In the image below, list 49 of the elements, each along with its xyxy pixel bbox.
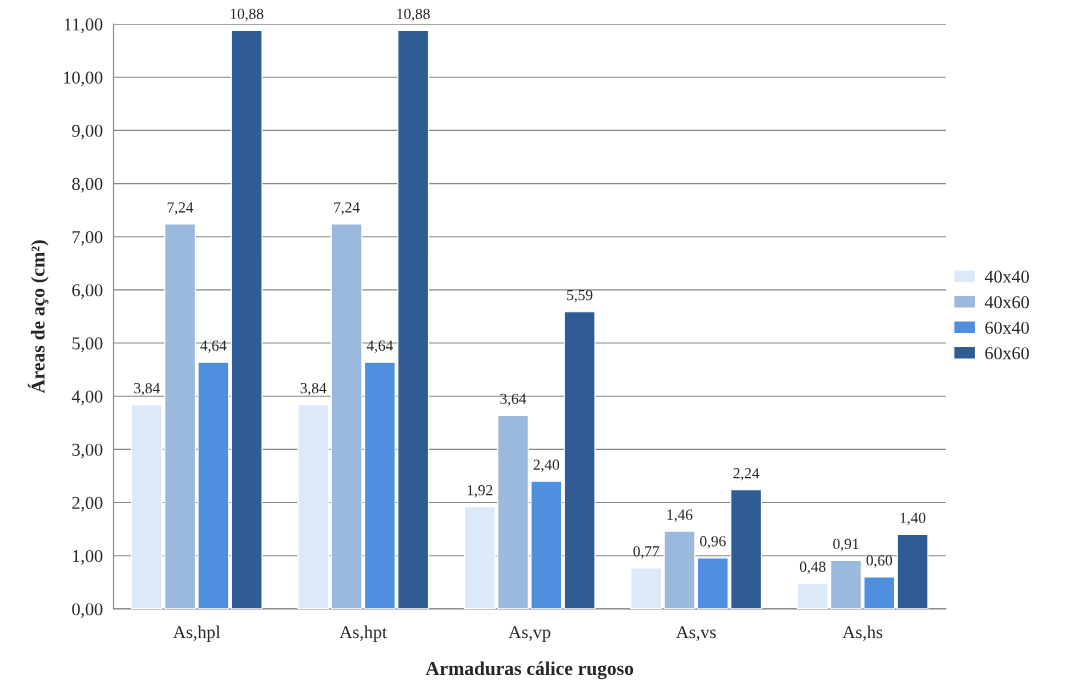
data-label: 4,64 — [366, 340, 393, 353]
data-label: 3,84 — [300, 382, 327, 396]
legend-label: 60x60 — [985, 347, 1029, 360]
x-tick-label: As,vs — [676, 626, 716, 641]
legend-label: 40x60 — [984, 296, 1029, 309]
y-tick-label: 0,00 — [72, 603, 103, 618]
data-label: 10,88 — [230, 8, 264, 22]
x-tick-label: As,hpt — [339, 625, 387, 642]
y-tick-label: 3,00 — [72, 443, 103, 459]
data-label: 1,40 — [900, 512, 926, 526]
data-label: 0,48 — [799, 561, 826, 575]
y-tick-label: 10,00 — [64, 71, 103, 87]
y-tick-label: 2,00 — [72, 496, 103, 512]
y-tick-label: 11,00 — [64, 18, 103, 34]
x-axis-title: Armaduras cálice rugoso — [425, 661, 634, 680]
data-label: 7,24 — [167, 202, 194, 215]
bar — [230, 29, 263, 609]
bar — [663, 530, 696, 609]
data-label: 0,91 — [833, 538, 859, 552]
y-tick-label: 8,00 — [72, 177, 103, 193]
y-tick-label: 7,00 — [72, 230, 103, 246]
data-label: 2,24 — [733, 468, 760, 481]
bar — [563, 311, 596, 609]
data-label: 5,59 — [567, 289, 593, 303]
data-label: 0,77 — [633, 546, 660, 559]
legend-label: 60x40 — [985, 321, 1029, 334]
x-tick-label: As,vp — [508, 626, 551, 642]
x-tick-label: As,hs — [842, 625, 883, 641]
y-tick-label: 4,00 — [71, 390, 103, 406]
bar — [896, 533, 929, 609]
data-label: 0,60 — [866, 555, 893, 568]
data-label: 7,24 — [334, 202, 360, 215]
data-label: 1,92 — [467, 485, 493, 498]
data-label: 1,46 — [667, 509, 693, 523]
data-label: 0,96 — [700, 536, 726, 549]
data-label: 3,84 — [134, 382, 160, 396]
y-axis-title: Áreas de aço (cm²) — [27, 240, 49, 394]
data-label: 10,88 — [397, 8, 430, 22]
x-tick-label: As,hpl — [173, 625, 221, 642]
y-tick-label: 1,00 — [73, 549, 103, 565]
legend-label: 40x40 — [984, 270, 1029, 283]
bar — [297, 404, 330, 609]
data-label: 4,64 — [200, 340, 227, 353]
data-label: 2,40 — [533, 459, 560, 473]
bar — [630, 567, 663, 609]
y-tick-label: 9,00 — [72, 124, 103, 140]
y-tick-label: 5,00 — [72, 337, 103, 353]
data-label: 3,64 — [500, 393, 527, 407]
y-tick-label: 6,00 — [72, 284, 103, 299]
